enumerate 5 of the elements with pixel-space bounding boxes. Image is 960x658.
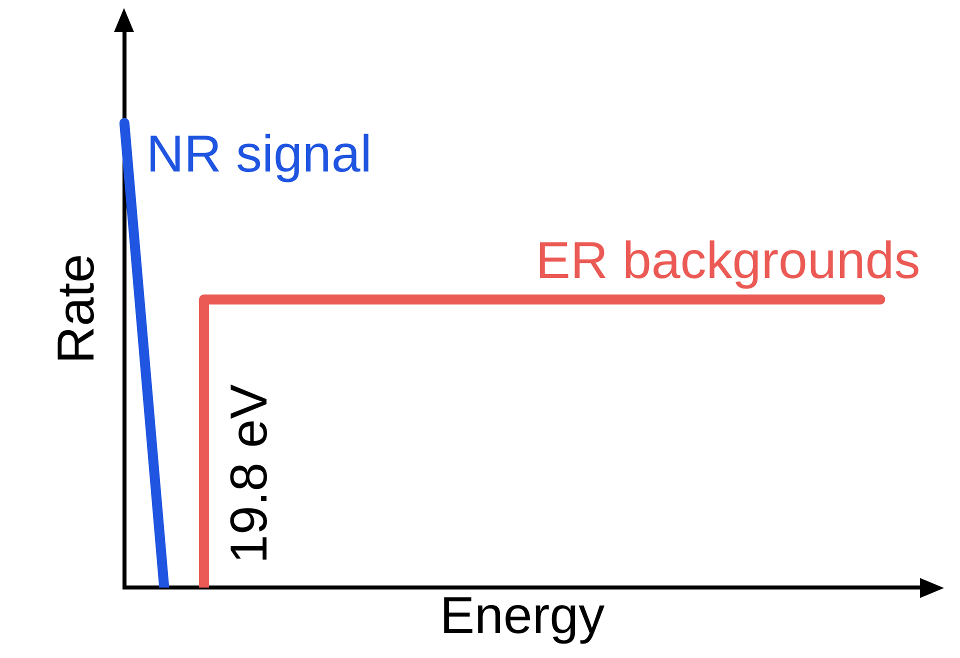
series-label: NR signal	[146, 125, 372, 184]
x-axis-title: Energy	[440, 587, 605, 646]
y-axis-title: Rate	[48, 254, 106, 364]
annotation: 19.8 eV	[220, 384, 278, 564]
series-label: ER backgrounds	[536, 232, 920, 290]
